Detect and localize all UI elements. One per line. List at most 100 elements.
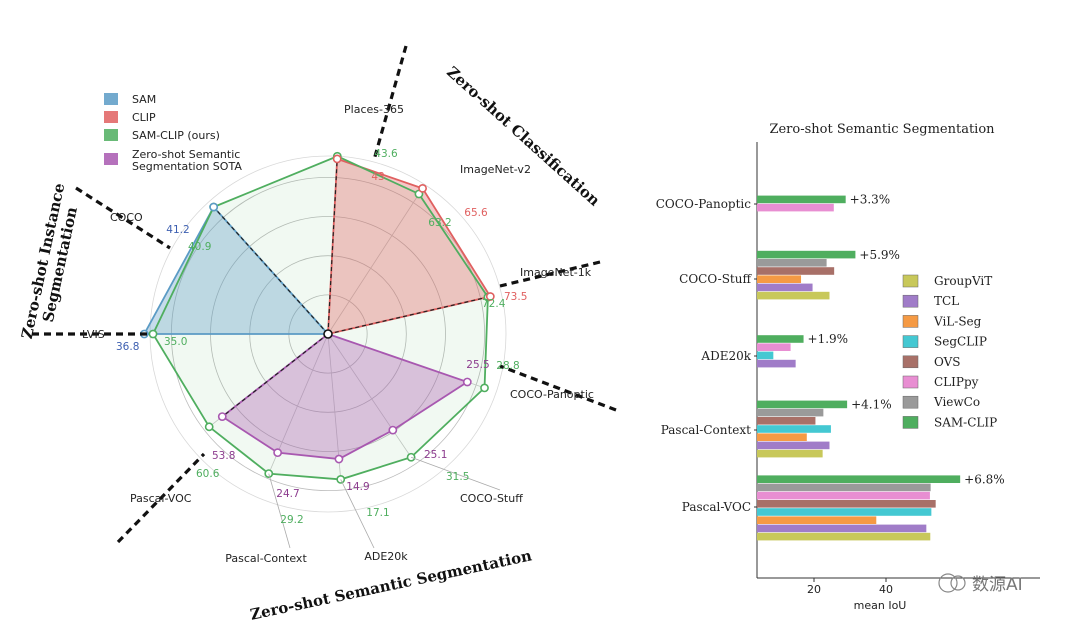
group-title-instance: Zero-shot InstanceSegmentation xyxy=(18,181,85,344)
group-title-classification: Zero-shot Classification xyxy=(443,63,603,210)
bar-chart-title: Zero-shot Semantic Segmentation xyxy=(769,122,995,137)
bar-viewco xyxy=(757,484,931,492)
x-axis-label: mean IoU xyxy=(854,599,907,612)
value-label: 65.6 xyxy=(464,207,488,219)
samclip-point xyxy=(149,330,156,337)
bar-sam-clip xyxy=(757,196,846,204)
category-label: Pascal-Context xyxy=(661,423,751,437)
gain-label: +1.9% xyxy=(808,332,849,346)
value-label: 25.1 xyxy=(424,449,447,461)
watermark: 数源AI xyxy=(939,574,1023,595)
bar-vil-seg xyxy=(757,275,801,283)
legend-label-sota: Zero-shot Semantic Segmentation SOTA xyxy=(132,148,242,173)
bar-chart: Zero-shot Semantic Segmentation 20 40 mean … xyxy=(656,122,1040,612)
legend-swatch xyxy=(903,396,918,408)
legend-swatch xyxy=(903,376,918,388)
bar-groupvit xyxy=(757,450,823,458)
legend-swatch xyxy=(903,315,918,327)
legend-swatch-clip xyxy=(104,111,118,123)
axis-label: ADE20k xyxy=(364,550,408,563)
value-label: 29.2 xyxy=(280,514,303,526)
legend-swatch-samclip xyxy=(104,129,118,141)
sota-point xyxy=(389,427,396,434)
legend-swatch xyxy=(903,416,918,428)
bar-tcl xyxy=(757,525,926,533)
gain-label: +3.3% xyxy=(850,193,891,207)
bar-legend: GroupViTTCLViL-SegSegCLIPOVSCLIPpyViewCo… xyxy=(903,274,997,429)
bar-viewco xyxy=(757,409,823,417)
samclip-point xyxy=(206,423,213,430)
value-label: 24.7 xyxy=(276,488,299,500)
legend-label: SegCLIP xyxy=(934,335,987,349)
sam-point xyxy=(210,203,217,210)
bar-ovs xyxy=(757,417,815,425)
bar-vil-seg xyxy=(757,433,807,441)
sota-point xyxy=(464,378,471,385)
x-tick-label: 40 xyxy=(879,583,893,596)
clip-point xyxy=(419,185,426,192)
bar-tcl xyxy=(757,360,796,368)
legend-label-sam: SAM xyxy=(132,93,156,106)
legend-swatch xyxy=(903,275,918,287)
sota-point xyxy=(274,449,281,456)
legend-swatch xyxy=(903,336,918,348)
value-label: 35.0 xyxy=(164,336,187,348)
value-label: 17.1 xyxy=(366,507,389,519)
bar-sam-clip xyxy=(757,335,804,343)
samclip-point xyxy=(481,384,488,391)
bar-viewco xyxy=(757,259,827,267)
bar-groupvit xyxy=(757,533,930,541)
category-label: Pascal-VOC xyxy=(682,500,751,514)
category-label: ADE20k xyxy=(700,349,751,363)
bar-vil-seg xyxy=(757,516,876,524)
bar-tcl xyxy=(757,442,829,450)
legend-label: GroupViT xyxy=(934,274,992,288)
gain-label: +6.8% xyxy=(964,472,1005,486)
value-label: 41.2 xyxy=(166,224,189,236)
axis-label: ImageNet-v2 xyxy=(460,163,531,176)
value-label: 28.8 xyxy=(496,360,519,372)
bar-groupvit xyxy=(757,292,829,300)
value-label: 25.5 xyxy=(466,359,489,371)
axis-label: Pascal-VOC xyxy=(130,492,192,505)
category-label: COCO-Panoptic xyxy=(656,197,752,211)
x-tick-label: 20 xyxy=(807,583,821,596)
bar-tcl xyxy=(757,284,813,292)
bar-ovs xyxy=(757,500,936,508)
value-label: 53.8 xyxy=(212,450,235,462)
axis-label: ImageNet-1k xyxy=(520,266,592,279)
legend-label: OVS xyxy=(934,355,961,369)
legend-swatch xyxy=(903,295,918,307)
value-label: 63.2 xyxy=(428,217,451,229)
value-label: 60.6 xyxy=(196,468,220,480)
bar-sam-clip xyxy=(757,475,960,483)
bar-clippy xyxy=(757,492,930,500)
sota-point xyxy=(335,455,342,462)
radar-chart: Places-365ImageNet-v2ImageNet-1kCOCO-Pan… xyxy=(18,46,616,624)
bar-segclip xyxy=(757,352,773,360)
value-label: 43 xyxy=(371,171,384,183)
legend-label: CLIPpy xyxy=(934,375,979,389)
radar-center-point xyxy=(324,330,332,338)
category-label: COCO-Stuff xyxy=(679,272,752,286)
value-label: 31.5 xyxy=(446,471,469,483)
bar-sam-clip xyxy=(757,251,855,259)
legend-label-clip: CLIP xyxy=(132,111,156,124)
bar-clippy xyxy=(757,343,791,351)
bar-segclip xyxy=(757,425,831,433)
axis-label: Places-365 xyxy=(344,103,404,116)
value-label: 43.6 xyxy=(374,148,398,160)
legend-swatch xyxy=(903,356,918,368)
legend-label: SAM-CLIP xyxy=(934,415,997,429)
legend-label: ViL-Seg xyxy=(933,314,982,328)
watermark-text: 数源AI xyxy=(972,575,1023,595)
sota-point xyxy=(219,413,226,420)
value-label: 14.9 xyxy=(346,481,369,493)
legend-label: TCL xyxy=(934,294,959,308)
bar-clippy xyxy=(757,204,834,212)
value-label: 73.5 xyxy=(504,291,527,303)
radar-legend: SAM CLIP SAM-CLIP (ours) Zero-shot Semantic… xyxy=(104,93,242,173)
value-label: 72.4 xyxy=(482,298,506,310)
axis-label: LVIS xyxy=(82,328,105,341)
clip-point xyxy=(334,155,341,162)
